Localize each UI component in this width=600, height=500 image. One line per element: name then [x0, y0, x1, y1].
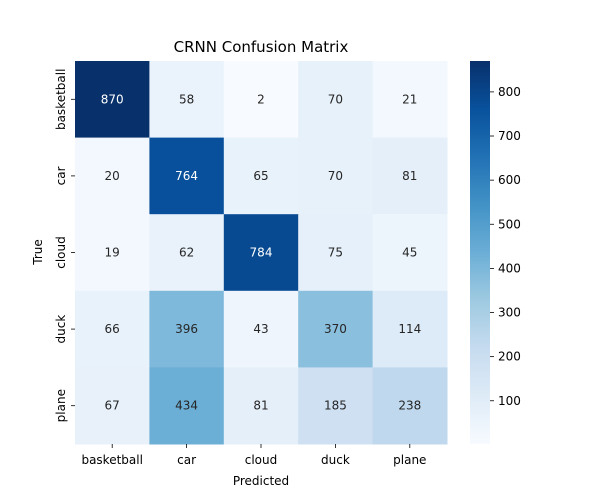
heatmap-cell	[372, 214, 448, 292]
heatmap-cell	[223, 61, 299, 139]
cell-value-label: 70	[328, 169, 343, 183]
heatmap-cell	[149, 214, 225, 292]
cell-value-label: 370	[324, 322, 347, 336]
cell-value-label: 81	[253, 399, 268, 413]
heatmap-cell	[298, 290, 374, 368]
colorbar-tick-label: 500	[498, 217, 521, 231]
heatmap-cell	[75, 61, 150, 139]
cell-value-label: 66	[105, 322, 120, 336]
x-tick-label: cloud	[245, 453, 278, 467]
heatmap-cell	[149, 290, 225, 368]
heatmap-cell	[223, 367, 299, 445]
cell-value-label: 764	[175, 169, 198, 183]
heatmap-cell	[298, 137, 374, 215]
heatmap-cells: 870 58 2 70 21 20 764 65 70 81 19 62 784 75 45 66 396 43 3…	[75, 61, 448, 445]
colorbar-tick-label: 400	[498, 261, 521, 275]
cell-value-label: 43	[253, 322, 268, 336]
x-tick-label: duck	[321, 453, 350, 467]
heatmap-cell	[149, 367, 225, 445]
cell-value-label: 114	[398, 322, 421, 336]
heatmap-cell	[75, 367, 150, 445]
cell-value-label: 784	[250, 246, 273, 260]
cell-value-label: 65	[253, 169, 268, 183]
heatmap-cell	[372, 61, 448, 139]
x-tick-label: basketball	[81, 453, 142, 467]
heatmap-cell	[372, 367, 448, 445]
heatmap-cell	[223, 214, 299, 292]
cell-value-label: 238	[398, 399, 421, 413]
heatmap-cell	[149, 137, 225, 215]
cell-value-label: 62	[179, 246, 194, 260]
cell-value-label: 70	[328, 92, 343, 106]
cell-value-label: 396	[175, 322, 198, 336]
x-tick-label: plane	[393, 453, 426, 467]
y-tick-label: basketball	[54, 69, 68, 130]
colorbar-tick-label: 700	[498, 129, 521, 143]
heatmap-cell	[75, 214, 150, 292]
y-tick-label: cloud	[54, 236, 68, 269]
cell-value-label: 870	[101, 92, 124, 106]
colorbar-tick-label: 100	[498, 394, 521, 408]
colorbar: 100 200 300 400 500 600 700 800	[470, 61, 521, 444]
x-axis-label: Predicted	[233, 474, 289, 488]
x-axis-ticks: basketball car cloud duck plane	[81, 444, 426, 467]
cell-value-label: 67	[105, 399, 120, 413]
cell-value-label: 45	[402, 246, 417, 260]
cell-value-label: 75	[328, 246, 343, 260]
y-tick-label: duck	[54, 315, 68, 344]
heatmap-cell	[223, 137, 299, 215]
cell-value-label: 21	[402, 92, 417, 106]
cell-value-label: 20	[105, 169, 120, 183]
heatmap-cell	[372, 290, 448, 368]
cell-value-label: 58	[179, 92, 194, 106]
colorbar-tick-label: 600	[498, 173, 521, 187]
colorbar-tick-label: 300	[498, 306, 521, 320]
heatmap-cell	[298, 61, 374, 139]
y-axis-ticks: basketball car cloud duck plane	[54, 69, 75, 422]
cell-value-label: 19	[105, 246, 120, 260]
heatmap-cell	[298, 367, 374, 445]
colorbar-tick-label: 800	[498, 85, 521, 99]
cell-value-label: 434	[175, 399, 198, 413]
cell-value-label: 81	[402, 169, 417, 183]
heatmap-cell	[149, 61, 225, 139]
heatmap-cell	[298, 214, 374, 292]
colorbar-tick-label: 200	[498, 350, 521, 364]
heatmap-cell	[75, 137, 150, 215]
chart-title: CRNN Confusion Matrix	[174, 38, 349, 56]
x-tick-label: car	[177, 453, 196, 467]
heatmap-cell	[372, 137, 448, 215]
cell-value-label: 185	[324, 399, 347, 413]
colorbar-gradient	[470, 61, 490, 444]
heatmap-cell	[223, 290, 299, 368]
cell-value-label: 2	[257, 92, 265, 106]
y-tick-label: car	[54, 166, 68, 185]
y-tick-label: plane	[54, 389, 68, 422]
y-axis-label: True	[31, 239, 45, 266]
heatmap-cell	[75, 290, 150, 368]
